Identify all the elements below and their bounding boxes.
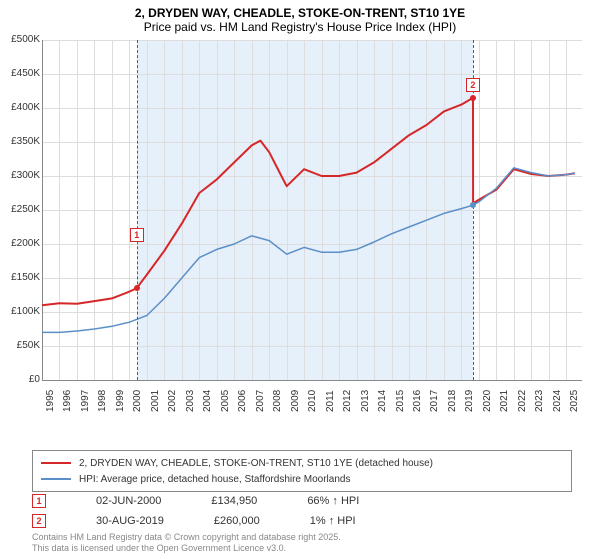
legend-label: 2, DRYDEN WAY, CHEADLE, STOKE-ON-TRENT, …: [79, 458, 433, 469]
x-axis-label: 2006: [237, 390, 248, 412]
x-axis-label: 2013: [360, 390, 371, 412]
x-axis-label: 2005: [220, 390, 231, 412]
x-axis-label: 2009: [290, 390, 301, 412]
x-axis-label: 1999: [115, 390, 126, 412]
x-axis-label: 2015: [395, 390, 406, 412]
legend-swatch: [41, 462, 71, 464]
x-axis-label: 2007: [255, 390, 266, 412]
x-axis-label: 2003: [185, 390, 196, 412]
chart-area: £0£50K£100K£150K£200K£250K£300K£350K£400…: [0, 40, 590, 420]
sale-row: 1 02-JUN-2000 £134,950 66% ↑ HPI: [32, 494, 359, 508]
x-axis-label: 2017: [429, 390, 440, 412]
x-axis-label: 2021: [499, 390, 510, 412]
x-axis-label: 2023: [534, 390, 545, 412]
series-hpi: [42, 168, 575, 333]
footer-attribution: Contains HM Land Registry data © Crown c…: [32, 532, 341, 555]
x-axis-label: 2019: [464, 390, 475, 412]
x-axis-label: 2000: [132, 390, 143, 412]
sale-date: 02-JUN-2000: [96, 495, 161, 507]
legend-item: HPI: Average price, detached house, Staf…: [41, 471, 563, 487]
x-axis-label: 2022: [517, 390, 528, 412]
x-axis-label: 2011: [325, 390, 336, 412]
hpi-end-dot: [470, 202, 476, 208]
x-axis-label: 2012: [342, 390, 353, 412]
x-axis-label: 2004: [202, 390, 213, 412]
footer-line2: This data is licensed under the Open Gov…: [32, 543, 341, 555]
x-axis-label: 2008: [272, 390, 283, 412]
title-block: 2, DRYDEN WAY, CHEADLE, STOKE-ON-TRENT, …: [0, 0, 600, 36]
sale-marker-box: 1: [130, 228, 144, 242]
sale-hpi-delta: 1% ↑ HPI: [310, 515, 356, 527]
sale-price: £134,950: [211, 495, 257, 507]
x-axis-label: 2016: [412, 390, 423, 412]
x-axis-label: 2002: [167, 390, 178, 412]
legend-item: 2, DRYDEN WAY, CHEADLE, STOKE-ON-TRENT, …: [41, 455, 563, 471]
sale-price: £260,000: [214, 515, 260, 527]
sale-marker-line: [137, 40, 138, 380]
title-subtitle: Price paid vs. HM Land Registry's House …: [0, 20, 600, 34]
x-axis-label: 1998: [97, 390, 108, 412]
x-axis-label: 2024: [552, 390, 563, 412]
x-axis-label: 1996: [62, 390, 73, 412]
sale-row-marker: 1: [32, 494, 46, 508]
legend-label: HPI: Average price, detached house, Staf…: [79, 474, 350, 485]
sale-marker-dot: [134, 285, 140, 291]
x-axis-label: 2025: [569, 390, 580, 412]
chart-container: 2, DRYDEN WAY, CHEADLE, STOKE-ON-TRENT, …: [0, 0, 600, 560]
x-axis-label: 2001: [150, 390, 161, 412]
sale-marker-box: 2: [466, 78, 480, 92]
sale-marker-dot: [470, 95, 476, 101]
title-address: 2, DRYDEN WAY, CHEADLE, STOKE-ON-TRENT, …: [0, 6, 600, 20]
sale-row: 2 30-AUG-2019 £260,000 1% ↑ HPI: [32, 514, 356, 528]
sale-date: 30-AUG-2019: [96, 515, 164, 527]
legend-swatch: [41, 478, 71, 480]
x-axis-label: 1995: [45, 390, 56, 412]
x-axis-label: 2010: [307, 390, 318, 412]
footer-line1: Contains HM Land Registry data © Crown c…: [32, 532, 341, 544]
series-price_paid: [42, 98, 575, 305]
sale-hpi-delta: 66% ↑ HPI: [307, 495, 359, 507]
x-axis-label: 1997: [80, 390, 91, 412]
x-axis-label: 2020: [482, 390, 493, 412]
legend-box: 2, DRYDEN WAY, CHEADLE, STOKE-ON-TRENT, …: [32, 450, 572, 492]
sale-row-marker: 2: [32, 514, 46, 528]
chart-lines: [0, 40, 592, 390]
x-axis-label: 2014: [377, 390, 388, 412]
x-axis-label: 2018: [447, 390, 458, 412]
